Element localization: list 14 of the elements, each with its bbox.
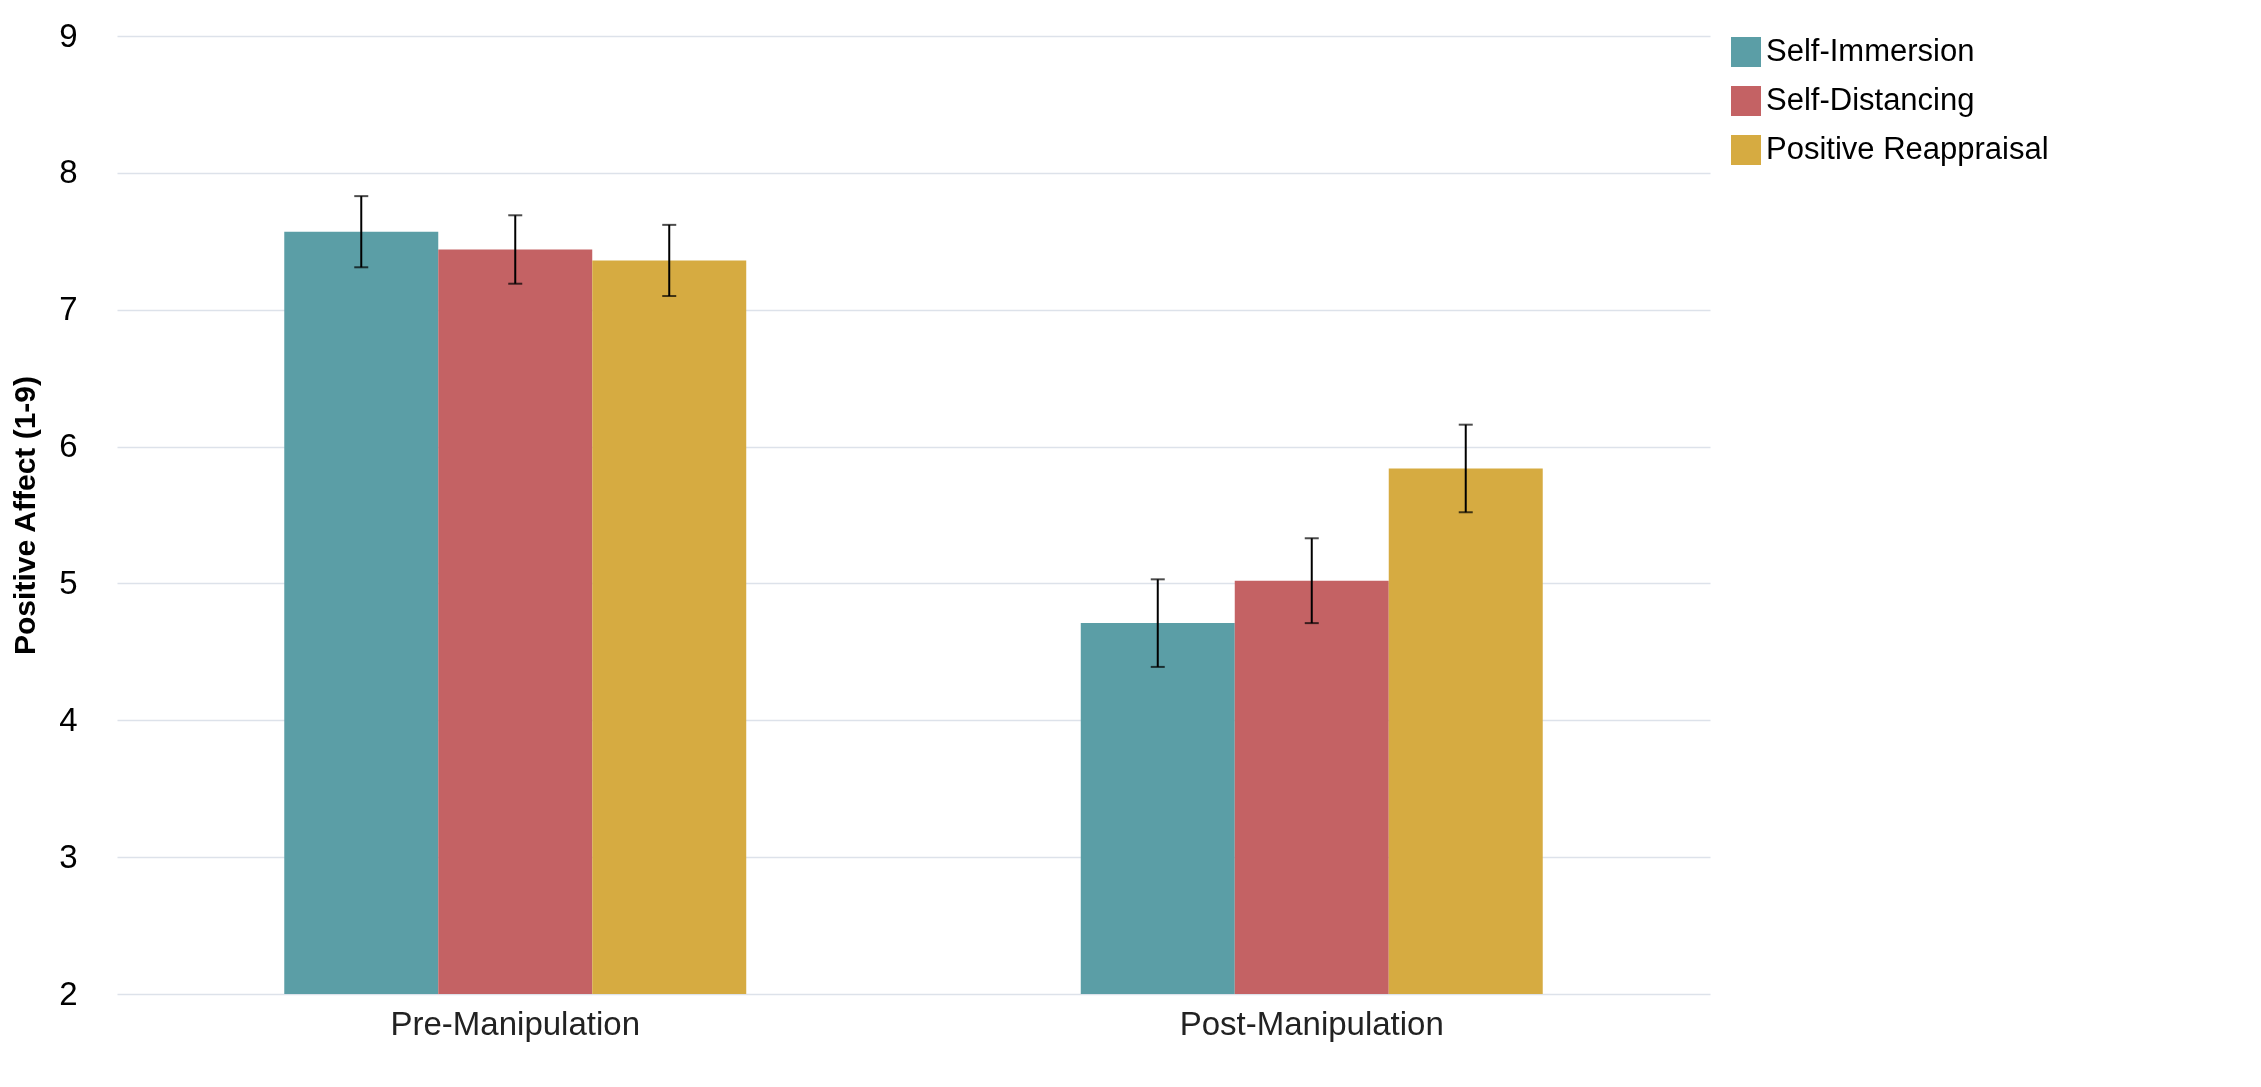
y-tick-label: 8 bbox=[59, 153, 78, 191]
y-tick-label: 6 bbox=[59, 427, 78, 465]
y-tick-label: 2 bbox=[59, 974, 78, 1012]
legend-label: Self-Distancing bbox=[1766, 82, 1975, 117]
y-tick-label: 9 bbox=[59, 16, 78, 54]
legend-label: Self-Immersion bbox=[1766, 33, 1975, 68]
y-tick-label: 5 bbox=[59, 563, 78, 601]
y-axis-title: Positive Affect (1-9) bbox=[8, 376, 42, 655]
x-tick-label: Pre-Manipulation bbox=[390, 1004, 640, 1042]
y-tick-label: 7 bbox=[59, 290, 78, 328]
y-tick-label: 3 bbox=[59, 837, 78, 875]
y-tick-label: 4 bbox=[59, 700, 78, 738]
x-tick-label: Post-Manipulation bbox=[1179, 1004, 1444, 1042]
legend-label: Positive Reappraisal bbox=[1766, 131, 2049, 166]
